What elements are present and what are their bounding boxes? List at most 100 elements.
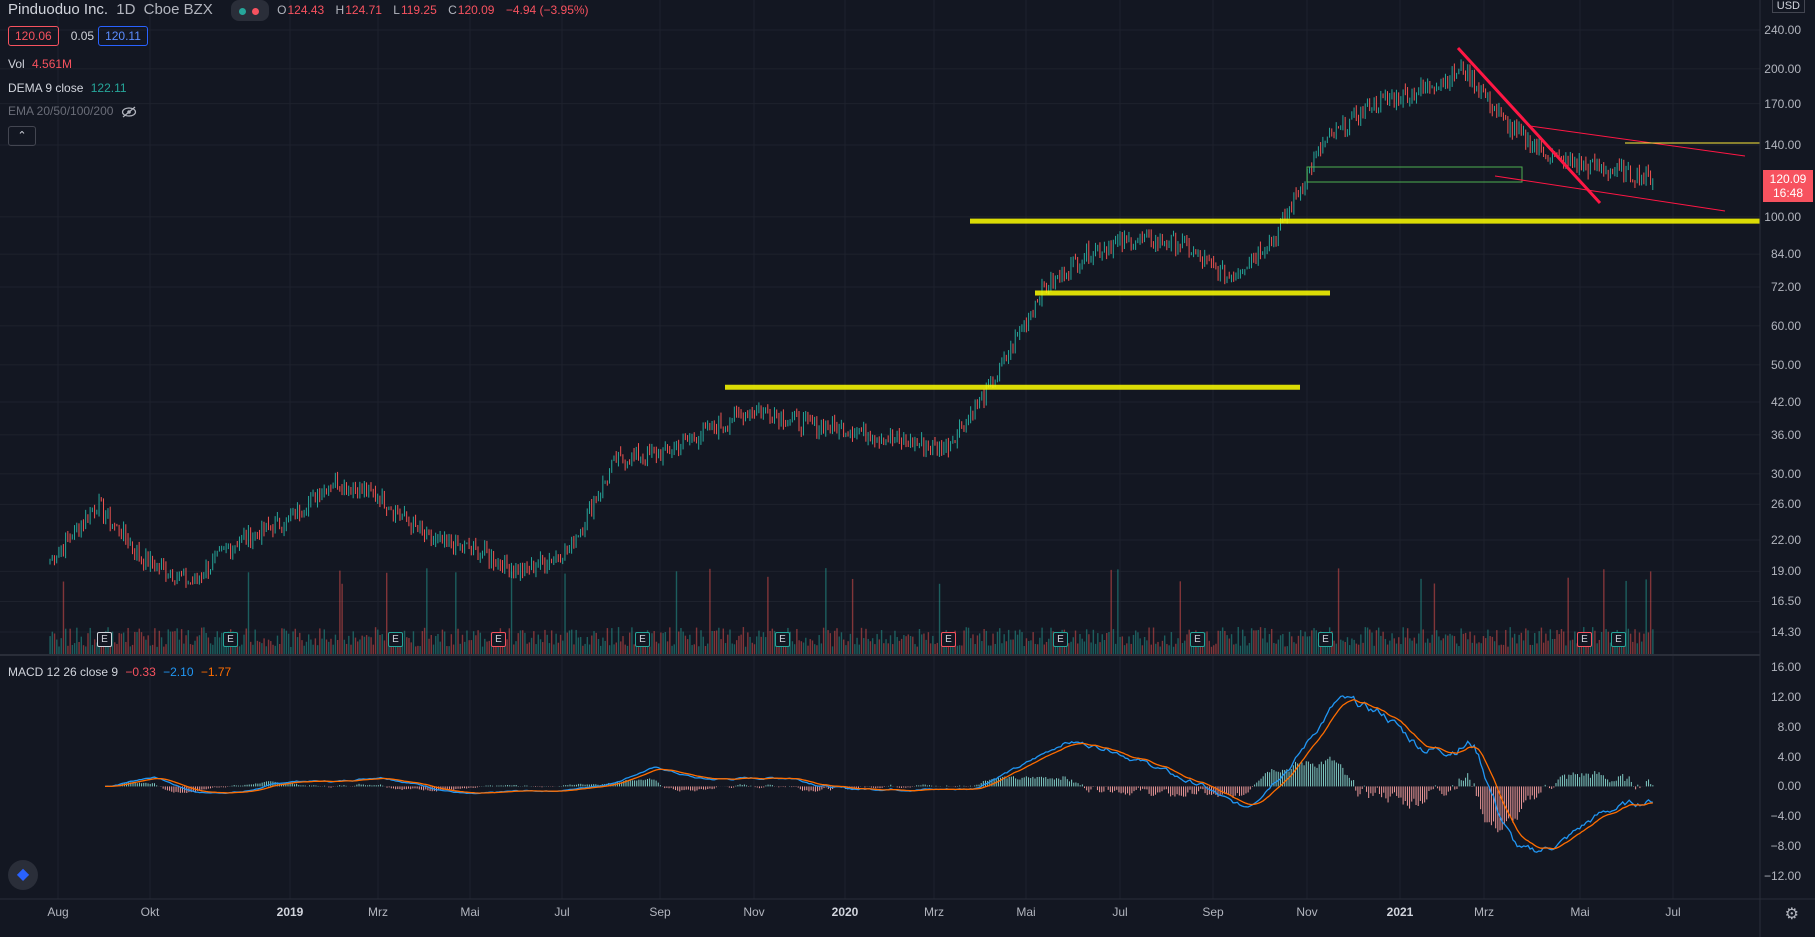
macd-legend[interactable]: MACD 12 26 close 9 −0.33 −2.10 −1.77 [8,665,235,679]
volume-bar [887,643,889,655]
volume-bar [1286,646,1288,655]
volume-bar [1627,628,1630,655]
volume-bar [767,576,769,655]
earnings-marker[interactable]: E [941,632,956,647]
volume-bar [1277,639,1280,655]
earnings-marker[interactable]: E [775,632,790,647]
ema-legend[interactable]: EMA 20/50/100/200 [8,104,137,118]
time-axis-label: Mai [460,905,480,919]
volume-bar [1003,634,1005,655]
volume-bar [600,645,602,655]
volume-bar [216,631,218,655]
volume-bar [1228,638,1231,655]
time-axis-label: Mrz [1474,905,1494,919]
volume-bar [78,642,80,655]
volume-bar [392,644,395,655]
volume-bar [820,643,823,655]
volume-bar [800,641,803,655]
volume-bar [234,639,236,655]
earnings-marker[interactable]: E [1577,632,1592,647]
volume-bar [807,645,809,655]
volume-bar [245,628,247,655]
volume-bar [1596,643,1598,655]
volume-bar [963,630,965,655]
volume-bar [506,639,508,655]
earnings-marker[interactable]: E [1053,632,1068,647]
volume-bar [626,645,629,655]
volume-bar [921,634,923,655]
currency-label[interactable]: USD [1771,0,1805,13]
volume-bar [310,639,312,655]
symbol-legend[interactable]: Pinduoduo Inc. 1D Cboe BZX O124.43 H124.… [8,0,601,21]
volume-bar [1190,646,1193,655]
volume-bar [1638,632,1641,655]
time-axis-label: Mai [1016,905,1036,919]
volume-bar [524,632,526,655]
volume-bar [1048,638,1050,655]
earnings-marker[interactable]: E [635,632,650,647]
volume-bar [149,645,152,655]
volume-bar [1538,631,1540,655]
volume-bar [178,639,181,655]
volume-bar [441,629,444,655]
macd-axis-label: 0.00 [1777,779,1801,794]
bid-price-button[interactable]: 120.06 [8,26,59,46]
volume-bar [394,643,397,655]
volume-bar [892,644,894,655]
volume-bar [698,646,700,655]
earnings-marker[interactable]: E [388,632,403,647]
volume-bar [198,635,201,655]
volume-bar [370,637,372,655]
gear-icon[interactable]: ⚙ [1784,906,1799,923]
volume-bar [606,628,609,655]
earnings-marker[interactable]: E [223,632,238,647]
price-axis-label: 60.00 [1770,318,1801,333]
price-axis-label: 140.00 [1764,138,1801,153]
earnings-marker[interactable]: E [1611,632,1626,647]
volume-bar [637,641,640,655]
market-status-icon[interactable] [230,0,269,21]
volume-bar [577,637,580,655]
volume-bar [1418,633,1420,655]
volume-bar [1097,633,1099,655]
tradingview-logo-icon[interactable]: ◆ [8,860,38,890]
volume-bar [1431,634,1433,655]
price-axis-label: 42.00 [1770,395,1801,410]
volume-bar [1130,643,1132,655]
dema-legend[interactable]: DEMA 9 close 122.11 [8,81,131,95]
earnings-marker[interactable]: E [97,632,112,647]
volume-bar [1295,643,1297,655]
volume-bar [1415,643,1418,655]
earnings-marker[interactable]: E [1318,632,1333,647]
volume-bar [294,628,297,655]
earnings-marker[interactable]: E [491,632,506,647]
volume-bar [183,643,185,655]
volume-bar [1275,643,1277,655]
volume-bar [1039,637,1041,655]
volume-bar [488,640,490,655]
volume-bar [1279,635,1282,655]
volume-bar [633,644,635,655]
volume-bar [468,640,470,655]
volume-bar [1500,644,1502,655]
collapse-legend-button[interactable]: ⌃ [8,126,36,146]
symbol-name[interactable]: Pinduoduo Inc. [8,1,109,19]
ask-price-button[interactable]: 120.11 [98,26,148,46]
interval-label[interactable]: 1D [116,1,136,19]
volume-bar [53,633,56,655]
volume-bar [383,640,386,655]
volume-bar [1377,627,1380,655]
volume-bar [542,642,544,655]
volume-bar [749,636,751,655]
volume-legend[interactable]: Vol 4.561M [8,57,76,71]
volume-bar [314,638,317,655]
macd-label: MACD 12 26 close 9 [8,665,119,679]
eye-off-icon[interactable] [121,106,137,118]
volume-bar [1540,627,1543,655]
volume-bar [158,630,161,655]
volume-bar [403,630,406,655]
volume-bar [100,641,103,655]
volume-bar [1257,629,1260,655]
earnings-marker[interactable]: E [1190,632,1205,647]
